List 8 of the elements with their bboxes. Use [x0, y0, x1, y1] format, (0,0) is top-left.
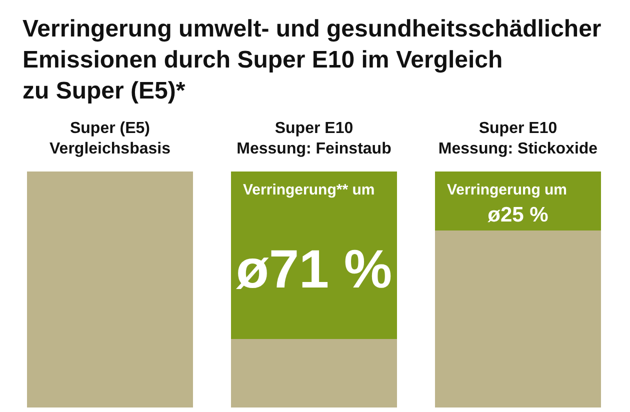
data-label: ø25 %	[488, 204, 549, 226]
x-tick-label: Super (E5) Vergleichsbasis	[50, 120, 171, 158]
annotation: Verringerung** um	[243, 182, 375, 198]
x-tick-label: Super E10 Messung: Stickoxide	[438, 120, 598, 158]
annotation: Verringerung um	[447, 182, 568, 198]
chart-title: Verringerung umwelt- und gesundheitsschädlicher Emissionen durch Super E10 im Vergleich zu Super (E5)*	[22, 15, 602, 104]
data-label: ø71 %	[236, 239, 392, 300]
x-tick-label: Super E10 Messung: Feinstaub	[236, 120, 392, 158]
